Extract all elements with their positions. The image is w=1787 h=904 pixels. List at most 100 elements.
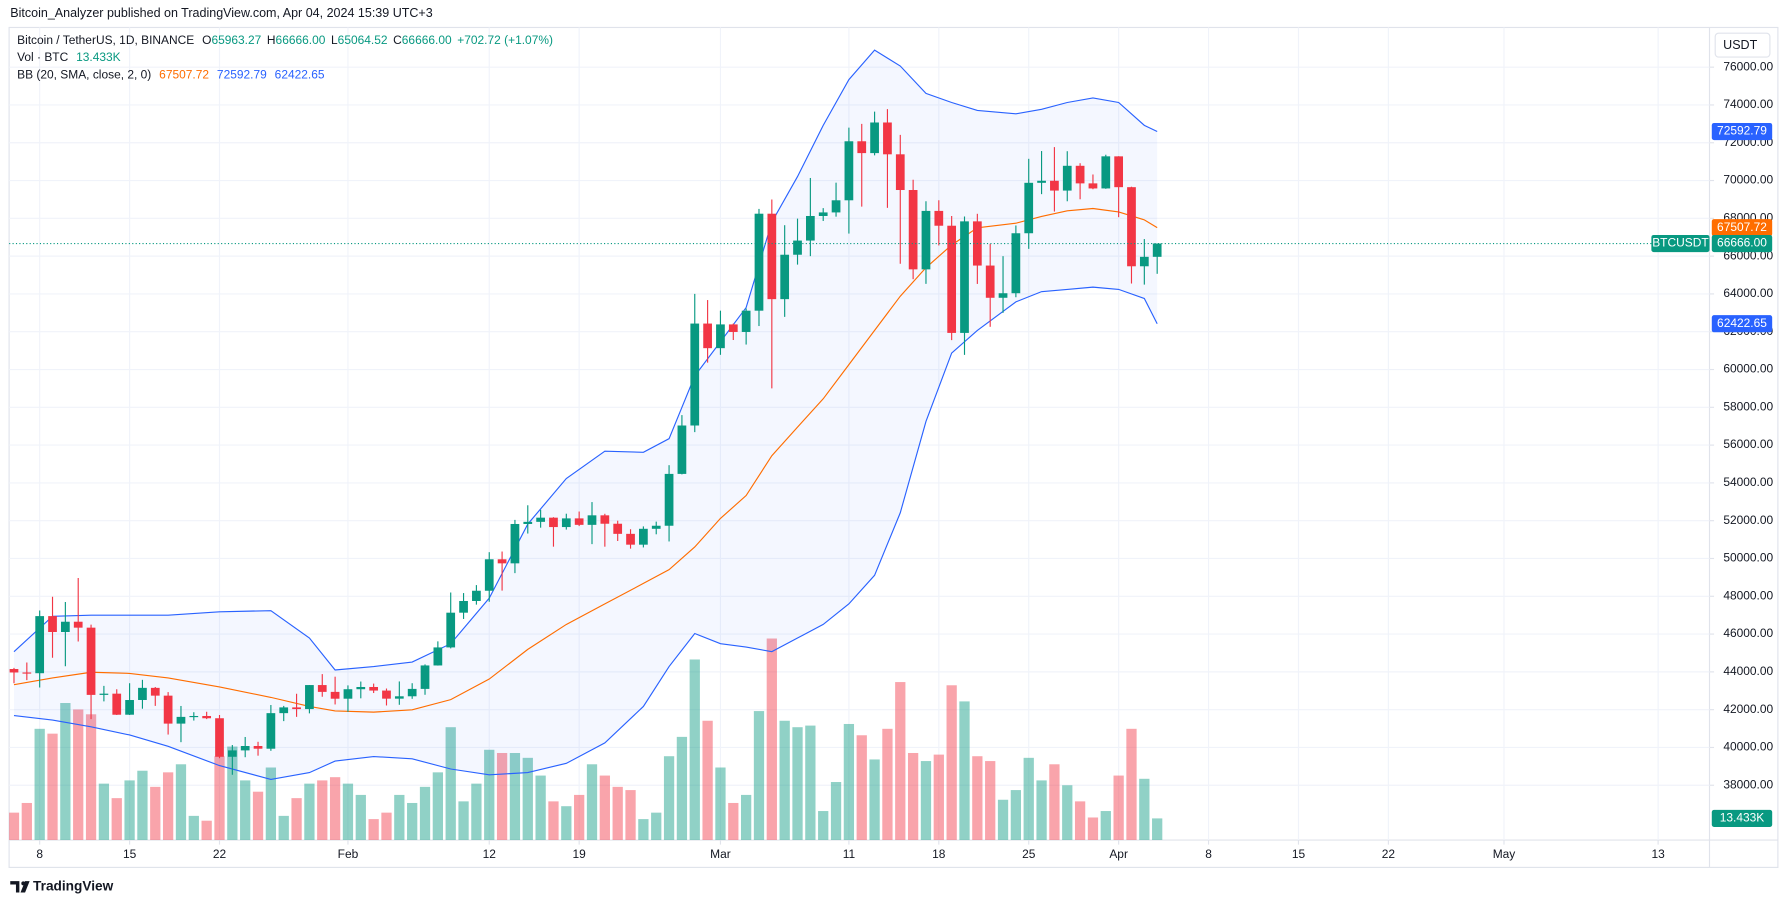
volume-bar — [561, 806, 572, 841]
volume-bar — [1062, 785, 1073, 841]
volume-bar — [702, 720, 713, 841]
volume-bar — [728, 802, 739, 841]
candle-body — [227, 750, 237, 757]
volume-bar — [1049, 764, 1060, 841]
candle-body — [292, 707, 301, 710]
volume-bar — [946, 685, 957, 841]
candle-body — [754, 213, 764, 311]
bb-value: 67507.72 — [159, 67, 209, 81]
volume-bar — [175, 764, 187, 841]
volume-bar — [407, 802, 418, 841]
candle-body — [985, 265, 995, 298]
x-tick-label: 22 — [1382, 847, 1396, 861]
volume-bar — [73, 709, 84, 841]
y-tick-label: 64000.00 — [1723, 286, 1773, 300]
candle-body — [1062, 165, 1072, 191]
x-tick-label: 11 — [843, 847, 856, 861]
candle-body — [394, 696, 404, 699]
candle-body — [908, 190, 918, 270]
candle-body — [651, 525, 661, 529]
candle-body — [1127, 187, 1136, 267]
candle-body — [677, 425, 687, 474]
candle-body — [1050, 180, 1059, 191]
candle-body — [523, 521, 533, 524]
candle-body — [561, 518, 571, 528]
legend-value: 66666.00 — [276, 33, 326, 47]
volume-bar — [21, 802, 32, 841]
candle-body — [60, 621, 70, 632]
candle-body — [549, 517, 558, 528]
volume-bar — [1126, 728, 1137, 841]
volume-bar — [111, 798, 122, 841]
candle-body — [960, 221, 969, 333]
candle-body — [9, 669, 19, 673]
candle-body — [921, 210, 931, 270]
volume-bar — [830, 782, 842, 841]
volume-bar — [60, 703, 71, 841]
volume-bar — [882, 728, 893, 841]
volume-bar — [676, 736, 688, 841]
volume-bar — [1100, 811, 1111, 841]
volume-bar — [355, 794, 366, 841]
currency: USDT — [1723, 38, 1757, 52]
candle-body — [536, 517, 545, 522]
legend-value: 65963.27 — [211, 33, 261, 47]
candle-body — [433, 647, 443, 666]
volume-bar — [9, 812, 20, 841]
candle-body — [947, 225, 957, 333]
currency-box[interactable] — [1714, 32, 1771, 58]
candle-body — [253, 746, 263, 749]
volume-bar — [715, 767, 726, 841]
volume-bar — [509, 752, 521, 841]
candle-body — [459, 600, 468, 613]
price-badge — [1711, 234, 1773, 253]
y-tick-label: 40000.00 — [1723, 740, 1773, 754]
volume-bar — [34, 728, 45, 841]
candle-body — [215, 718, 224, 757]
bollinger-line — [13, 207, 1158, 713]
candle-body — [189, 715, 199, 718]
volume-bar — [805, 725, 816, 841]
candle-body — [895, 154, 905, 191]
candle-body — [317, 685, 327, 692]
volume-bar — [458, 801, 469, 841]
volume-bar — [201, 820, 212, 841]
bb-value: 62422.65 — [275, 67, 325, 81]
volume-bar — [972, 756, 983, 841]
candle-body — [35, 616, 45, 674]
volume-bar — [188, 815, 199, 841]
volume-bar — [445, 727, 456, 841]
y-tick-label: 54000.00 — [1723, 475, 1773, 489]
x-tick-label: 22 — [213, 847, 227, 861]
volume-bar — [1152, 818, 1163, 841]
volume-bar — [1113, 775, 1124, 841]
candle-body — [613, 523, 623, 534]
volume-bar — [342, 783, 354, 841]
volume-bar — [1036, 780, 1047, 841]
volume-bar — [818, 811, 829, 841]
candle-body — [510, 523, 520, 564]
volume-bar — [137, 770, 148, 841]
volume-bar — [1074, 801, 1086, 841]
x-tick-label: 15 — [1292, 847, 1306, 861]
volume-bar — [291, 798, 302, 841]
candle-body — [279, 707, 289, 714]
candle-body — [163, 695, 173, 724]
volume-bar — [252, 791, 264, 841]
volume-bar — [227, 746, 238, 841]
volume-bar — [1023, 757, 1034, 841]
candle-body — [472, 590, 481, 601]
price-badge — [1711, 315, 1773, 333]
candle-body — [587, 515, 597, 525]
candle-body — [857, 141, 867, 154]
y-tick-label: 48000.00 — [1723, 588, 1773, 602]
candle-body — [382, 690, 391, 699]
candle-body — [330, 691, 340, 699]
x-tick-label: 18 — [932, 847, 946, 861]
volume-bar — [574, 794, 585, 841]
volume-bar — [1010, 790, 1022, 841]
volume-bar — [895, 682, 906, 841]
